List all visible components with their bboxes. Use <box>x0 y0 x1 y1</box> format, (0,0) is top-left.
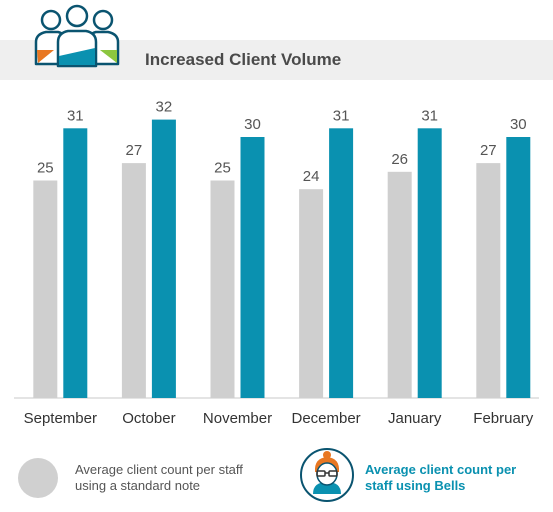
data-label: 27 <box>126 142 143 159</box>
bar-chart: 25 31 September 27 32 October 25 30 November 24 31… <box>14 99 539 427</box>
bar-standard-january <box>387 171 412 398</box>
bar-bells-december <box>329 128 354 399</box>
group-of-people-icon <box>34 4 120 68</box>
x-tick-label: December <box>291 410 360 427</box>
chart-title: Increased Client Volume <box>145 50 342 69</box>
bar-bells-february <box>506 137 531 398</box>
bar-bells-september <box>63 128 88 399</box>
bar-bells-november <box>240 137 265 398</box>
legend-standard-label: Average client count per staff using a s… <box>75 462 243 493</box>
woman-with-glasses-icon <box>300 448 354 502</box>
x-tick-label: January <box>388 410 442 427</box>
data-label: 32 <box>156 99 173 116</box>
data-label: 31 <box>333 107 350 124</box>
legend-standard-swatch <box>18 458 58 498</box>
legend-bells-label: Average client count per staff using Bel… <box>365 462 517 493</box>
data-label: 31 <box>67 107 84 124</box>
data-label: 30 <box>510 116 527 133</box>
bar-bells-january <box>417 128 442 399</box>
bar-standard-february <box>476 163 501 398</box>
data-label: 27 <box>480 142 497 159</box>
x-tick-label: February <box>473 410 534 427</box>
data-label: 30 <box>244 116 261 133</box>
x-tick-label: September <box>24 410 97 427</box>
bar-standard-december <box>299 189 324 398</box>
bar-standard-october <box>121 163 146 398</box>
data-label: 26 <box>391 151 408 168</box>
x-tick-label: October <box>122 410 175 427</box>
x-tick-label: November <box>203 410 272 427</box>
bar-bells-october <box>151 119 176 398</box>
data-label: 25 <box>214 160 231 177</box>
bar-standard-november <box>210 180 235 398</box>
bar-standard-september <box>33 180 58 398</box>
data-label: 24 <box>303 168 320 185</box>
data-label: 31 <box>421 107 438 124</box>
data-label: 25 <box>37 160 54 177</box>
